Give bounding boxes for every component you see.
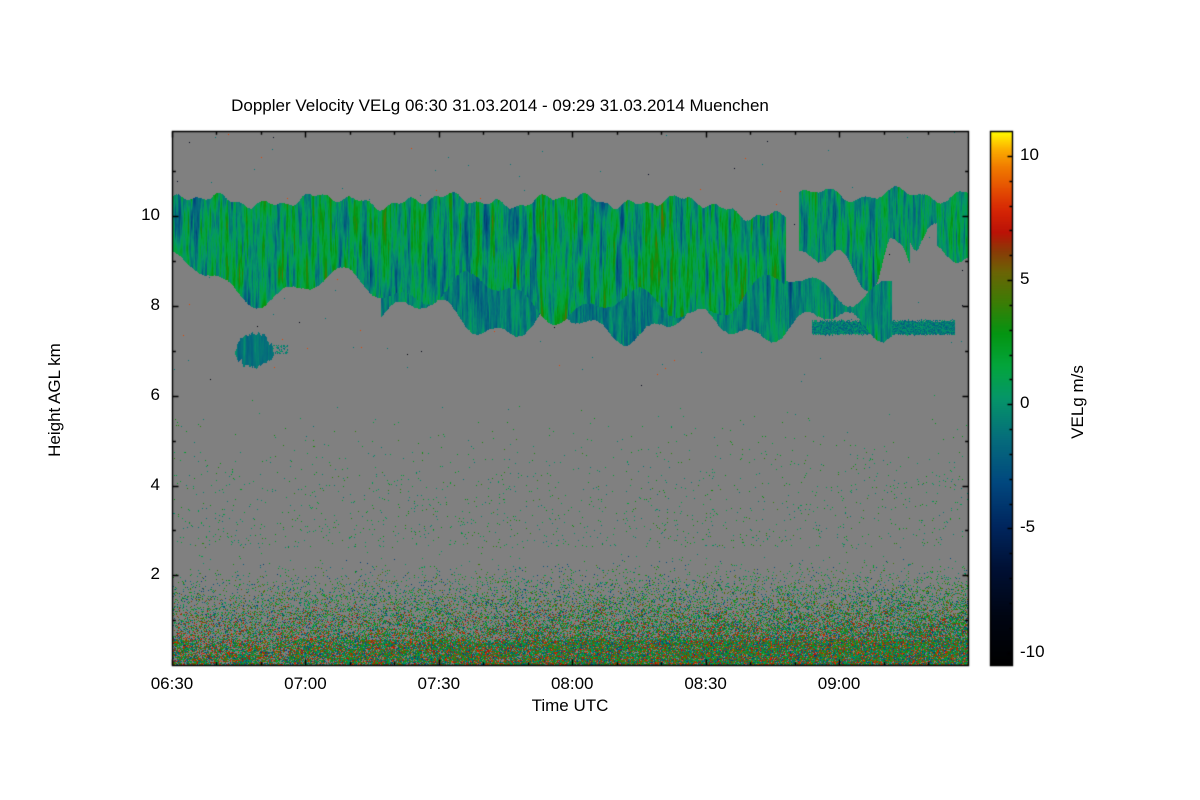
x-tick-label-0800: 08:00 [550,674,594,693]
x-tick-label-0700: 07:00 [284,674,327,693]
x-tick-label-0730: 07:30 [417,674,461,693]
x-tick-label-0630: 06:30 [150,674,194,693]
y-tick-label-6: 6 [150,384,160,404]
colorbar-tick-label-10: 10 [1020,144,1039,164]
y-axis-label: Height AGL km [45,343,64,457]
colorbar-tick-label-neg10: -10 [1020,641,1045,661]
x-axis-label: Time UTC [531,696,609,715]
chart-title: Doppler Velocity VELg 06:30 31.03.2014 -… [231,96,769,115]
x-tick-label-0900: 09:00 [817,674,861,693]
x-tick-label-0830: 08:30 [684,674,727,693]
y-tick-label-8: 8 [150,295,160,314]
colorbar-tick-label-5: 5 [1020,269,1030,289]
y-tick-label-4: 4 [150,474,160,494]
colorbar-tick-label-neg5: -5 [1020,517,1036,537]
y-tick-label-2: 2 [150,564,160,584]
colorbar-tick-label-0: 0 [1020,393,1030,413]
y-tick-label-10: 10 [141,205,160,225]
